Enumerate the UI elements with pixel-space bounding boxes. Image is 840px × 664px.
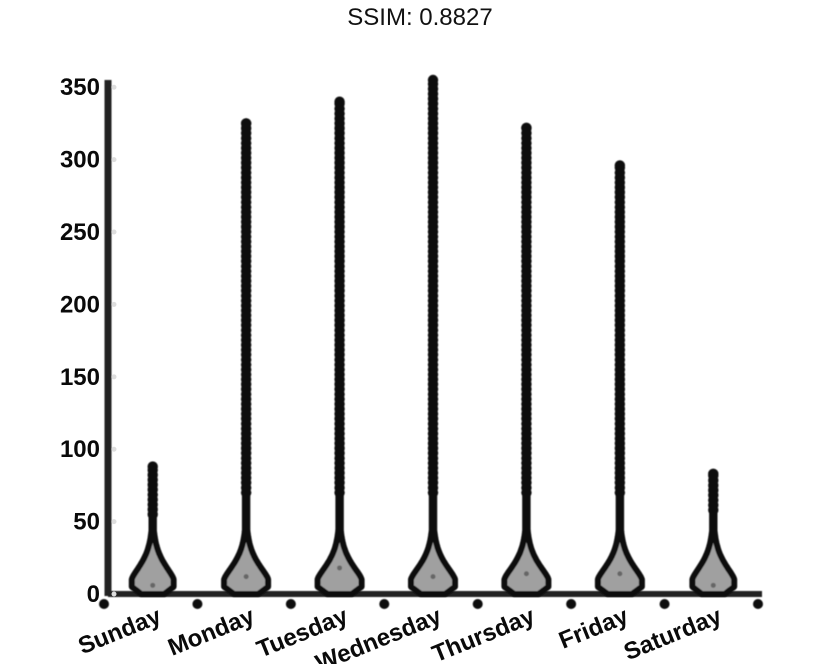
violin-sunday <box>128 461 177 597</box>
outlier-point <box>521 122 532 133</box>
y-tick-mark <box>111 591 117 597</box>
outlier-point <box>614 160 626 171</box>
baseline-dot <box>659 599 670 609</box>
x-tick-label: Monday <box>164 602 259 661</box>
median-marker <box>710 582 716 588</box>
violin-saturday <box>689 468 738 597</box>
y-tick-mark <box>111 446 117 452</box>
median-marker <box>523 571 529 577</box>
y-tick-mark <box>111 301 117 307</box>
median-marker <box>617 571 623 577</box>
y-tick-label: 150 <box>60 364 100 391</box>
x-tick-label: Saturday <box>620 602 726 664</box>
median-marker <box>337 565 343 571</box>
y-tick-label: 300 <box>60 147 100 174</box>
x-tick-label: Sunday <box>74 602 165 660</box>
violin-thursday <box>501 122 552 597</box>
y-tick-labels: 0 50 100 150 200 250 300 350 <box>60 74 117 608</box>
baseline-dot <box>566 599 577 609</box>
outlier-point <box>334 96 345 107</box>
median-marker <box>243 574 249 580</box>
y-tick-label: 50 <box>73 509 100 536</box>
y-tick-mark <box>111 374 117 380</box>
outlier-point <box>427 74 439 86</box>
baseline-dot <box>753 599 763 609</box>
x-tick-label: Thursday <box>428 602 539 664</box>
y-tick-mark <box>111 229 117 235</box>
y-tick-label: 200 <box>60 291 100 318</box>
violin-friday <box>594 160 645 597</box>
violins <box>99 74 763 609</box>
violin-monday <box>221 118 272 597</box>
baseline-dot <box>472 599 483 609</box>
y-tick-label: 0 <box>87 581 100 608</box>
y-tick-mark <box>111 157 117 163</box>
outlier-point <box>708 468 719 480</box>
x-tick-label: Friday <box>555 602 632 654</box>
outlier-point <box>240 118 252 129</box>
outlier-point <box>147 461 158 472</box>
chart-title: SSIM: 0.8827 <box>347 4 493 31</box>
y-tick-mark <box>111 84 117 90</box>
baseline-dot <box>99 599 109 609</box>
y-tick-label: 350 <box>60 74 100 101</box>
violin-wednesday <box>408 74 458 597</box>
y-tick-label: 250 <box>60 219 100 246</box>
median-marker <box>150 582 156 588</box>
baseline-dot <box>192 599 203 609</box>
y-tick-mark <box>111 519 117 525</box>
violin-tuesday <box>314 96 365 597</box>
baseline-dot <box>379 599 390 609</box>
median-marker <box>430 574 436 580</box>
baseline-dot <box>285 599 296 609</box>
y-tick-label: 100 <box>60 436 100 463</box>
